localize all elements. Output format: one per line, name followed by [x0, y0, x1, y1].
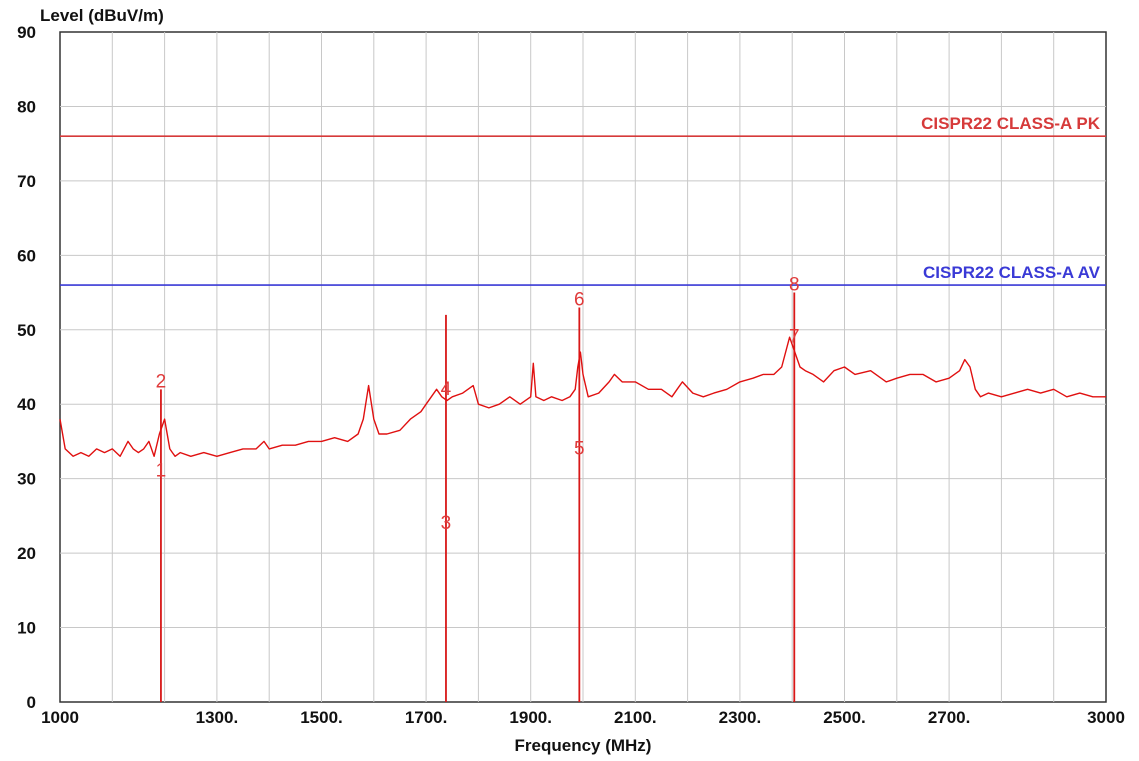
marker-label: 4: [441, 379, 452, 400]
x-tick-label: 3000: [1087, 708, 1125, 727]
markers: 1 2 3 4 5 6 7 8: [156, 275, 800, 534]
y-tick-label: 70: [17, 172, 36, 191]
marker-label: 3: [441, 513, 452, 534]
y-tick-label: 40: [17, 395, 36, 414]
x-tick-label: 1900.: [509, 708, 552, 727]
x-tick-label: 2500.: [823, 708, 866, 727]
y-tick-label: 80: [17, 97, 36, 116]
grid: [60, 32, 1106, 702]
limit-line-label: CISPR22 CLASS-A PK: [921, 114, 1101, 133]
y-axis-title: Level (dBuV/m): [40, 6, 164, 25]
limit-line-label: CISPR22 CLASS-A AV: [923, 263, 1101, 282]
series: [59, 336, 1106, 457]
y-tick-label: 30: [17, 470, 36, 489]
y-tick-label: 90: [17, 23, 36, 42]
x-axis-title: Frequency (MHz): [515, 736, 652, 755]
y-tick-label: 50: [17, 321, 36, 340]
marker-label: 2: [156, 371, 167, 392]
x-tick-label: 1300.: [196, 708, 239, 727]
limit-lines: CISPR22 CLASS-A PK CISPR22 CLASS-A AV: [60, 114, 1106, 286]
y-tick-label: 10: [17, 619, 36, 638]
series-line: [59, 336, 1106, 457]
x-tick-label: 2700.: [928, 708, 971, 727]
x-tick-label: 2100.: [614, 708, 657, 727]
tick-labels: 0 10 20 30 40 50 60 70 80 90 1000 1300. 1500. 1700. 19…: [17, 23, 1125, 727]
marker-lines: [160, 292, 796, 702]
x-tick-label: 1500.: [300, 708, 343, 727]
marker-label: 1: [156, 461, 167, 482]
y-tick-label: 20: [17, 544, 36, 563]
x-tick-label: 1000: [41, 708, 79, 727]
x-tick-label: 1700.: [405, 708, 448, 727]
x-tick-label: 2300.: [719, 708, 762, 727]
marker-label: 8: [789, 275, 800, 296]
y-tick-label: 0: [27, 693, 36, 712]
y-tick-label: 60: [17, 246, 36, 265]
marker-label: 5: [574, 438, 585, 459]
marker-label: 7: [789, 327, 800, 348]
marker-label: 6: [574, 289, 585, 310]
